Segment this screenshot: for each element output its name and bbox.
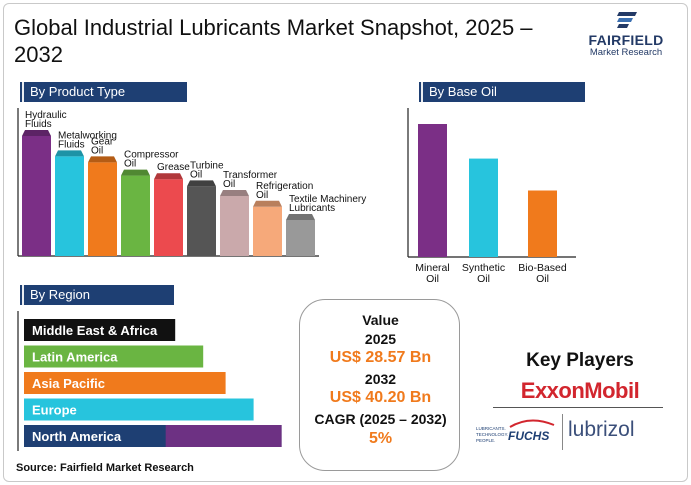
- base-bar-2: [528, 190, 557, 257]
- product-bar-cap-3: [121, 169, 150, 176]
- region-label-4: North America: [32, 429, 122, 444]
- product-bar-1: [55, 156, 84, 256]
- base-label-2-0: Bio-Based: [518, 262, 567, 274]
- region-bar-accent-4: [165, 425, 282, 447]
- product-label-6-0: Transformer: [223, 170, 278, 181]
- region-label-0: Middle East & Africa: [32, 323, 158, 338]
- value-box: Value 2025 US$ 28.57 Bn 2032 US$ 40.20 B…: [299, 299, 460, 471]
- key-players-divider: [493, 407, 663, 408]
- product-label-7-1: Oil: [256, 190, 268, 201]
- product-bar-cap-6: [220, 190, 249, 196]
- page-frame: [3, 3, 688, 482]
- product-label-8-0: Textile Machinery: [289, 194, 366, 205]
- fuchs-logo-text: FUCHS: [508, 429, 549, 443]
- base-label-0-0: Mineral: [415, 262, 449, 274]
- value-year-2025: 2025: [364, 331, 397, 347]
- region-label-2: Asia Pacific: [32, 376, 105, 391]
- product-bar-7: [253, 206, 282, 256]
- exxonmobil-logo: ExxonMobil: [520, 378, 640, 403]
- product-label-2-0: Gear: [91, 136, 114, 147]
- brand-sub: Market Research: [589, 47, 663, 58]
- product-bar-cap-4: [154, 173, 183, 180]
- base-label-1-0: Synthetic: [462, 262, 505, 274]
- fuchs-logo: LUBRICANTS. TECHNOLOGY. PEOPLE. FUCHS: [476, 419, 555, 443]
- cagr-value: 5%: [368, 430, 393, 447]
- section-header-base-oil: By Base Oil: [415, 82, 585, 102]
- region-label-3: Europe: [32, 403, 77, 418]
- region-label-1: Latin America: [32, 350, 118, 365]
- region-bar-0: [24, 319, 176, 341]
- product-bar-8: [286, 220, 315, 256]
- product-label-8-1: Lubricants: [289, 203, 335, 214]
- product-bar-3: [121, 175, 150, 256]
- product-label-0-1: Fluids: [25, 119, 52, 130]
- base-label-1-1: Oil: [477, 273, 490, 285]
- product-label-1-0: Metalworking: [58, 130, 117, 141]
- brand-name: FAIRFIELD: [588, 32, 664, 48]
- section-header-product-type: By Product Type: [16, 82, 187, 102]
- product-label-3-0: Compressor: [124, 150, 179, 161]
- cagr-label: CAGR (2025 – 2032): [314, 411, 447, 427]
- page-title: Global Industrial Lubricants Market Snap…: [14, 15, 533, 67]
- region-bar-3: [24, 398, 254, 421]
- svg-text:PEOPLE.: PEOPLE.: [476, 438, 495, 443]
- region-chart: Middle East & Africa Latin America Asia Pa…: [17, 311, 282, 451]
- product-bar-2: [88, 162, 117, 256]
- product-bar-5: [187, 186, 216, 256]
- product-label-0-0: Hydraulic: [25, 110, 67, 121]
- base-bar-1: [469, 158, 498, 257]
- value-2025: US$ 28.57 Bn: [329, 349, 432, 366]
- product-label-4-0: Grease: [157, 162, 190, 173]
- product-label-1-1: Fluids: [58, 139, 85, 150]
- product-label-3-1: Oil: [124, 159, 136, 170]
- product-label-5-0: Turbine: [190, 160, 224, 171]
- base-bar-0: [418, 124, 447, 257]
- region-bar-1: [24, 345, 204, 368]
- lubrizol-logo: lubrizol: [568, 418, 635, 441]
- product-bar-4: [154, 179, 183, 256]
- product-bar-cap-5: [187, 180, 216, 187]
- product-label-7-0: Refrigeration: [256, 181, 313, 192]
- region-bar-2: [24, 372, 226, 394]
- product-bar-6: [220, 196, 249, 256]
- source-note: Source: Fairfield Market Research: [16, 462, 194, 474]
- product-bar-cap-0: [22, 130, 51, 136]
- product-bar-0: [22, 136, 51, 256]
- product-label-5-1: Oil: [190, 169, 202, 180]
- product-bar-cap-1: [55, 150, 84, 157]
- value-2032: US$ 40.20 Bn: [329, 389, 432, 406]
- value-heading: Value: [362, 312, 399, 328]
- section-header-region: By Region: [16, 285, 174, 305]
- product-bar-cap-2: [88, 156, 117, 163]
- fairfield-logo-mark: [617, 12, 637, 28]
- fairfield-logo: FAIRFIELD Market Research: [576, 10, 676, 60]
- product-bar-cap-8: [286, 214, 315, 220]
- svg-text:LUBRICANTS.: LUBRICANTS.: [476, 426, 506, 431]
- product-bar-cap-7: [253, 200, 282, 207]
- lubrizol-divider: [562, 414, 563, 450]
- base-label-0-1: Oil: [426, 273, 439, 285]
- product-label-2-1: Oil: [91, 145, 103, 156]
- svg-text:TECHNOLOGY.: TECHNOLOGY.: [476, 432, 508, 437]
- base-label-2-1: Oil: [536, 273, 549, 285]
- key-players-title: Key Players: [526, 350, 634, 371]
- value-year-2032: 2032: [364, 371, 397, 387]
- product-label-6-1: Oil: [223, 179, 235, 190]
